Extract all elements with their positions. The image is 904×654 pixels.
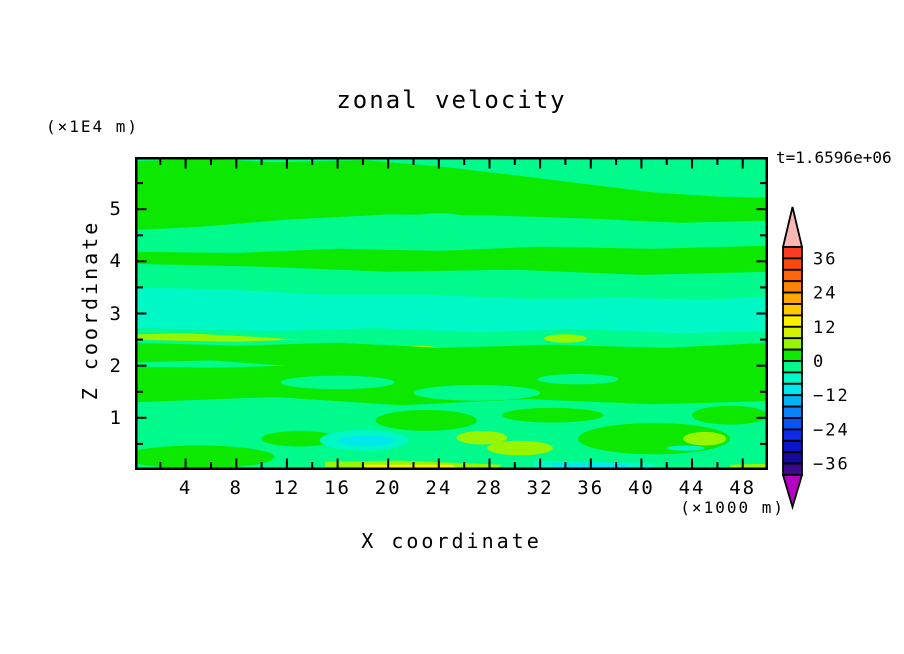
contour-region bbox=[487, 440, 553, 456]
x-tick-label: 12 bbox=[273, 477, 301, 499]
contour-region bbox=[502, 407, 604, 423]
contour-region bbox=[375, 410, 477, 431]
contour-region bbox=[537, 374, 619, 385]
contour-plot bbox=[135, 157, 768, 470]
x-tick-label: 48 bbox=[729, 477, 757, 499]
contour-region bbox=[543, 334, 587, 343]
colorbar-tick-label: −12 bbox=[813, 386, 850, 406]
colorbar-tick-label: 36 bbox=[813, 249, 837, 269]
x-tick-label: 32 bbox=[526, 477, 554, 499]
colorbar-tick-label: 24 bbox=[813, 284, 837, 304]
x-tick-label: 36 bbox=[577, 477, 605, 499]
x-tick-label: 28 bbox=[476, 477, 503, 499]
plot-frame bbox=[135, 157, 768, 470]
time-annotation: t=1.6596e+06 bbox=[776, 148, 892, 167]
contour-region bbox=[261, 430, 338, 447]
x-tick-label: 4 bbox=[178, 477, 193, 499]
contour-region bbox=[683, 431, 727, 446]
colorbar-segment bbox=[782, 439, 803, 454]
x-tick-label: 20 bbox=[374, 477, 402, 499]
colorbar-segment bbox=[782, 348, 803, 362]
contour-region bbox=[135, 287, 768, 334]
x-axis-unit-label: (×1000 m) bbox=[680, 498, 785, 517]
colorbar-segment bbox=[782, 371, 803, 385]
contour-region bbox=[456, 430, 508, 445]
colorbar-under-arrow bbox=[781, 474, 804, 511]
contour-region bbox=[280, 375, 395, 390]
colorbar-segment bbox=[782, 360, 803, 374]
contour-region bbox=[135, 245, 768, 275]
y-tick-label: 1 bbox=[109, 406, 123, 429]
contour-region bbox=[407, 213, 471, 226]
colorbar-tick-label: −24 bbox=[813, 420, 850, 440]
colorbar-segment bbox=[782, 462, 803, 476]
contour-region bbox=[135, 445, 275, 469]
colorbar-segment bbox=[782, 280, 803, 294]
contour-region bbox=[135, 360, 287, 368]
x-tick-label: 8 bbox=[229, 477, 243, 499]
contour-region bbox=[135, 342, 768, 406]
colorbar-segment bbox=[782, 382, 803, 397]
y-tick-label: 5 bbox=[109, 198, 123, 221]
z-axis-title: Z coordinate bbox=[78, 219, 102, 401]
colorbar-segment bbox=[782, 325, 803, 340]
contour-region bbox=[413, 385, 541, 401]
contour-region bbox=[692, 405, 768, 425]
z-axis-unit-label: (×1E4 m) bbox=[46, 117, 140, 136]
colorbar-segment bbox=[782, 451, 803, 465]
colorbar-tick-label: 12 bbox=[813, 318, 837, 338]
colorbar-over-arrow bbox=[781, 206, 804, 248]
chart-title: zonal velocity bbox=[336, 86, 567, 114]
colorbar: 36 24 12 0 −12 −24 −36 bbox=[781, 206, 850, 511]
colorbar-segment bbox=[782, 257, 803, 271]
x-tick-label: 16 bbox=[324, 477, 351, 499]
colorbar-segment bbox=[782, 417, 803, 431]
colorbar-segment bbox=[782, 291, 803, 305]
y-tick-label: 2 bbox=[109, 354, 123, 377]
y-tick-label: 4 bbox=[109, 250, 123, 273]
colorbar-segment bbox=[782, 303, 803, 317]
colorbar-segment bbox=[782, 268, 803, 283]
colorbar-segment bbox=[782, 337, 803, 351]
x-tick-label: 40 bbox=[627, 477, 655, 499]
colorbar-segment bbox=[782, 394, 803, 408]
colorbar-segment bbox=[782, 405, 803, 419]
contour-region bbox=[135, 158, 768, 230]
contour-region bbox=[338, 435, 395, 446]
contour-region bbox=[135, 333, 300, 342]
colorbar-segment bbox=[782, 246, 803, 260]
x-tick-label: 44 bbox=[678, 477, 706, 499]
colorbar-tick-label: −36 bbox=[813, 455, 850, 475]
x-tick-label: 24 bbox=[425, 477, 453, 499]
colorbar-tick-label: 0 bbox=[813, 352, 825, 372]
colorbar-segment bbox=[782, 428, 803, 442]
x-axis-title: X coordinate bbox=[361, 529, 542, 553]
contour-region bbox=[666, 445, 705, 451]
colorbar-segment bbox=[782, 314, 803, 328]
y-tick-label: 3 bbox=[109, 302, 123, 325]
